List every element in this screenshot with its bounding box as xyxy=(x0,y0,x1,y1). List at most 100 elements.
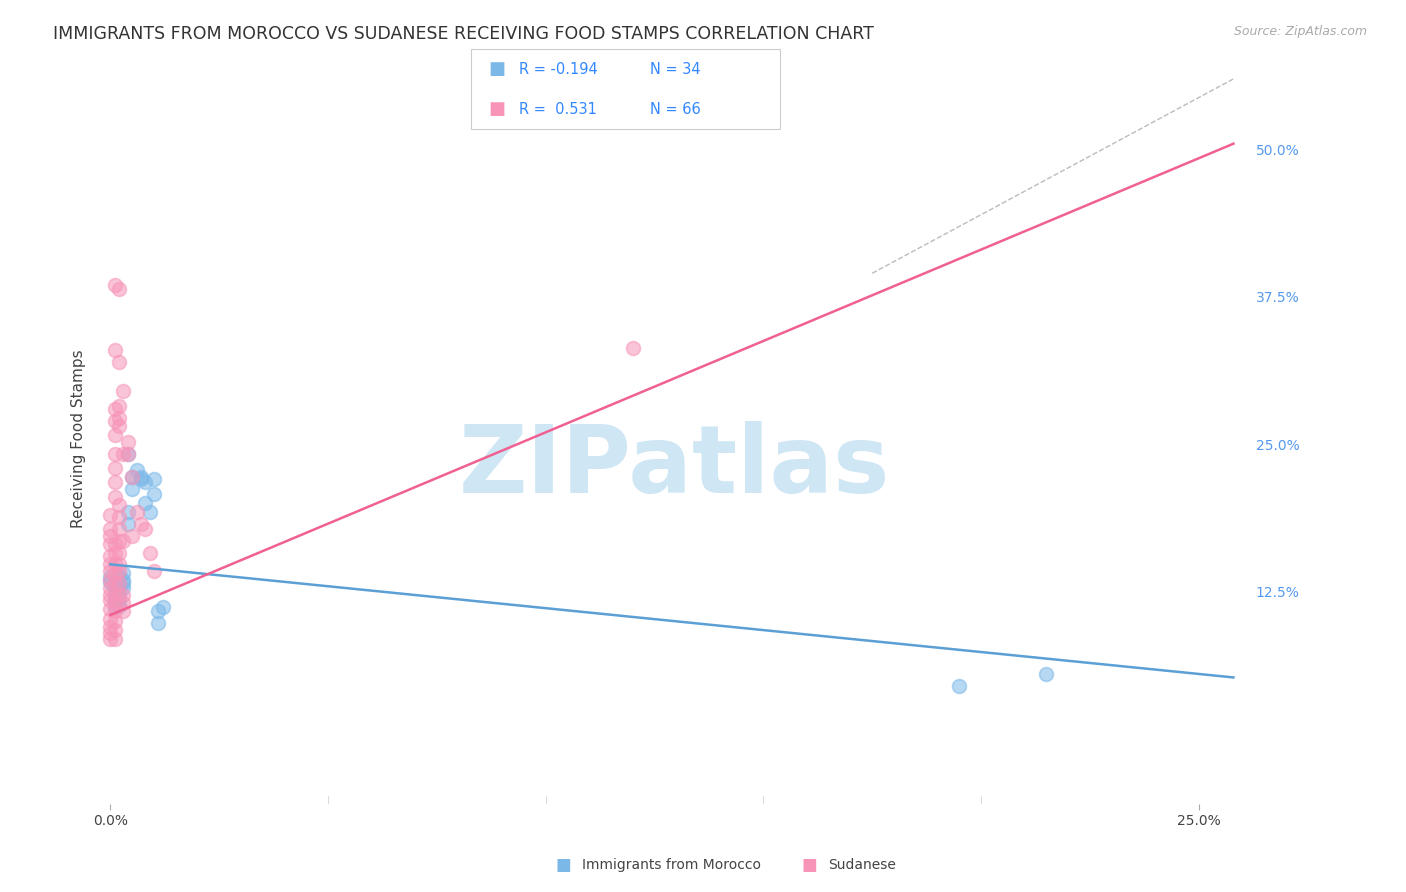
Point xyxy=(108,599,131,613)
Point xyxy=(104,475,127,489)
Point xyxy=(108,565,131,579)
Point xyxy=(948,679,970,693)
Text: ■: ■ xyxy=(488,60,505,78)
Point xyxy=(104,537,127,551)
Point xyxy=(104,490,127,504)
Point xyxy=(134,475,156,489)
Text: ■: ■ xyxy=(488,100,505,119)
Point xyxy=(100,522,122,536)
Point xyxy=(108,510,131,524)
Point xyxy=(117,506,139,520)
Point xyxy=(104,588,127,602)
Y-axis label: Receiving Food Stamps: Receiving Food Stamps xyxy=(72,349,86,527)
Point xyxy=(100,611,122,625)
Point xyxy=(100,581,122,595)
Point xyxy=(100,549,122,563)
Point xyxy=(100,570,122,584)
Point xyxy=(112,588,135,602)
Text: IMMIGRANTS FROM MOROCCO VS SUDANESE RECEIVING FOOD STAMPS CORRELATION CHART: IMMIGRANTS FROM MOROCCO VS SUDANESE RECE… xyxy=(53,25,875,43)
Point xyxy=(134,522,156,536)
Text: ZIPatlas: ZIPatlas xyxy=(458,422,890,514)
Point xyxy=(108,411,131,425)
Point xyxy=(108,592,131,607)
Text: ■: ■ xyxy=(801,856,817,874)
Point xyxy=(100,565,122,579)
Point xyxy=(112,581,135,595)
Point xyxy=(117,446,139,460)
Point xyxy=(108,545,131,559)
Point xyxy=(112,446,135,460)
Point xyxy=(100,558,122,572)
Text: ■: ■ xyxy=(555,856,571,874)
Point xyxy=(104,401,127,416)
Point xyxy=(142,486,165,500)
Point xyxy=(112,604,135,618)
Point xyxy=(104,596,127,610)
Point xyxy=(108,569,131,583)
Point xyxy=(112,576,135,591)
Text: N = 66: N = 66 xyxy=(650,102,700,117)
Point xyxy=(148,616,170,631)
Point xyxy=(100,529,122,543)
Point xyxy=(129,517,152,532)
Point xyxy=(100,588,122,602)
Point xyxy=(121,482,143,496)
Point xyxy=(104,592,127,607)
Point xyxy=(100,602,122,616)
Point xyxy=(104,278,127,293)
Point xyxy=(104,446,127,460)
Point xyxy=(100,625,122,640)
Point xyxy=(112,573,135,587)
Point xyxy=(1035,667,1057,681)
Point xyxy=(100,537,122,551)
Point xyxy=(112,566,135,580)
Point xyxy=(152,599,174,614)
Point xyxy=(121,470,143,484)
Point xyxy=(117,517,139,532)
Point xyxy=(104,588,127,602)
Text: Sudanese: Sudanese xyxy=(828,858,896,872)
Point xyxy=(108,522,131,536)
Point xyxy=(108,584,131,599)
Point xyxy=(104,632,127,646)
Text: Immigrants from Morocco: Immigrants from Morocco xyxy=(582,858,761,872)
Point xyxy=(100,620,122,634)
Point xyxy=(148,604,170,618)
Point xyxy=(117,434,139,449)
Point xyxy=(104,558,127,572)
Point xyxy=(112,533,135,548)
Text: R =  0.531: R = 0.531 xyxy=(519,102,596,117)
Text: R = -0.194: R = -0.194 xyxy=(519,62,598,77)
Point xyxy=(112,596,135,610)
Point xyxy=(104,624,127,638)
Point xyxy=(108,282,131,296)
Point xyxy=(104,576,127,591)
Point xyxy=(108,533,131,548)
Point xyxy=(108,576,131,591)
Point xyxy=(125,463,148,477)
Point xyxy=(104,614,127,628)
Text: N = 34: N = 34 xyxy=(650,62,700,77)
Point xyxy=(134,496,156,510)
Point xyxy=(108,499,131,513)
Point xyxy=(108,578,131,592)
Point xyxy=(104,604,127,618)
Point xyxy=(108,400,131,414)
Point xyxy=(121,470,143,484)
Point xyxy=(100,573,122,587)
Point xyxy=(108,558,131,572)
Point xyxy=(621,341,644,355)
Point xyxy=(104,576,127,591)
Point xyxy=(138,506,160,520)
Point xyxy=(100,592,122,607)
Point xyxy=(104,343,127,357)
Text: Source: ZipAtlas.com: Source: ZipAtlas.com xyxy=(1233,25,1367,38)
Point xyxy=(108,354,131,368)
Point xyxy=(104,566,127,581)
Point xyxy=(100,632,122,646)
Point xyxy=(142,473,165,487)
Point xyxy=(117,446,139,460)
Point xyxy=(104,413,127,427)
Point xyxy=(108,419,131,434)
Point xyxy=(125,506,148,520)
